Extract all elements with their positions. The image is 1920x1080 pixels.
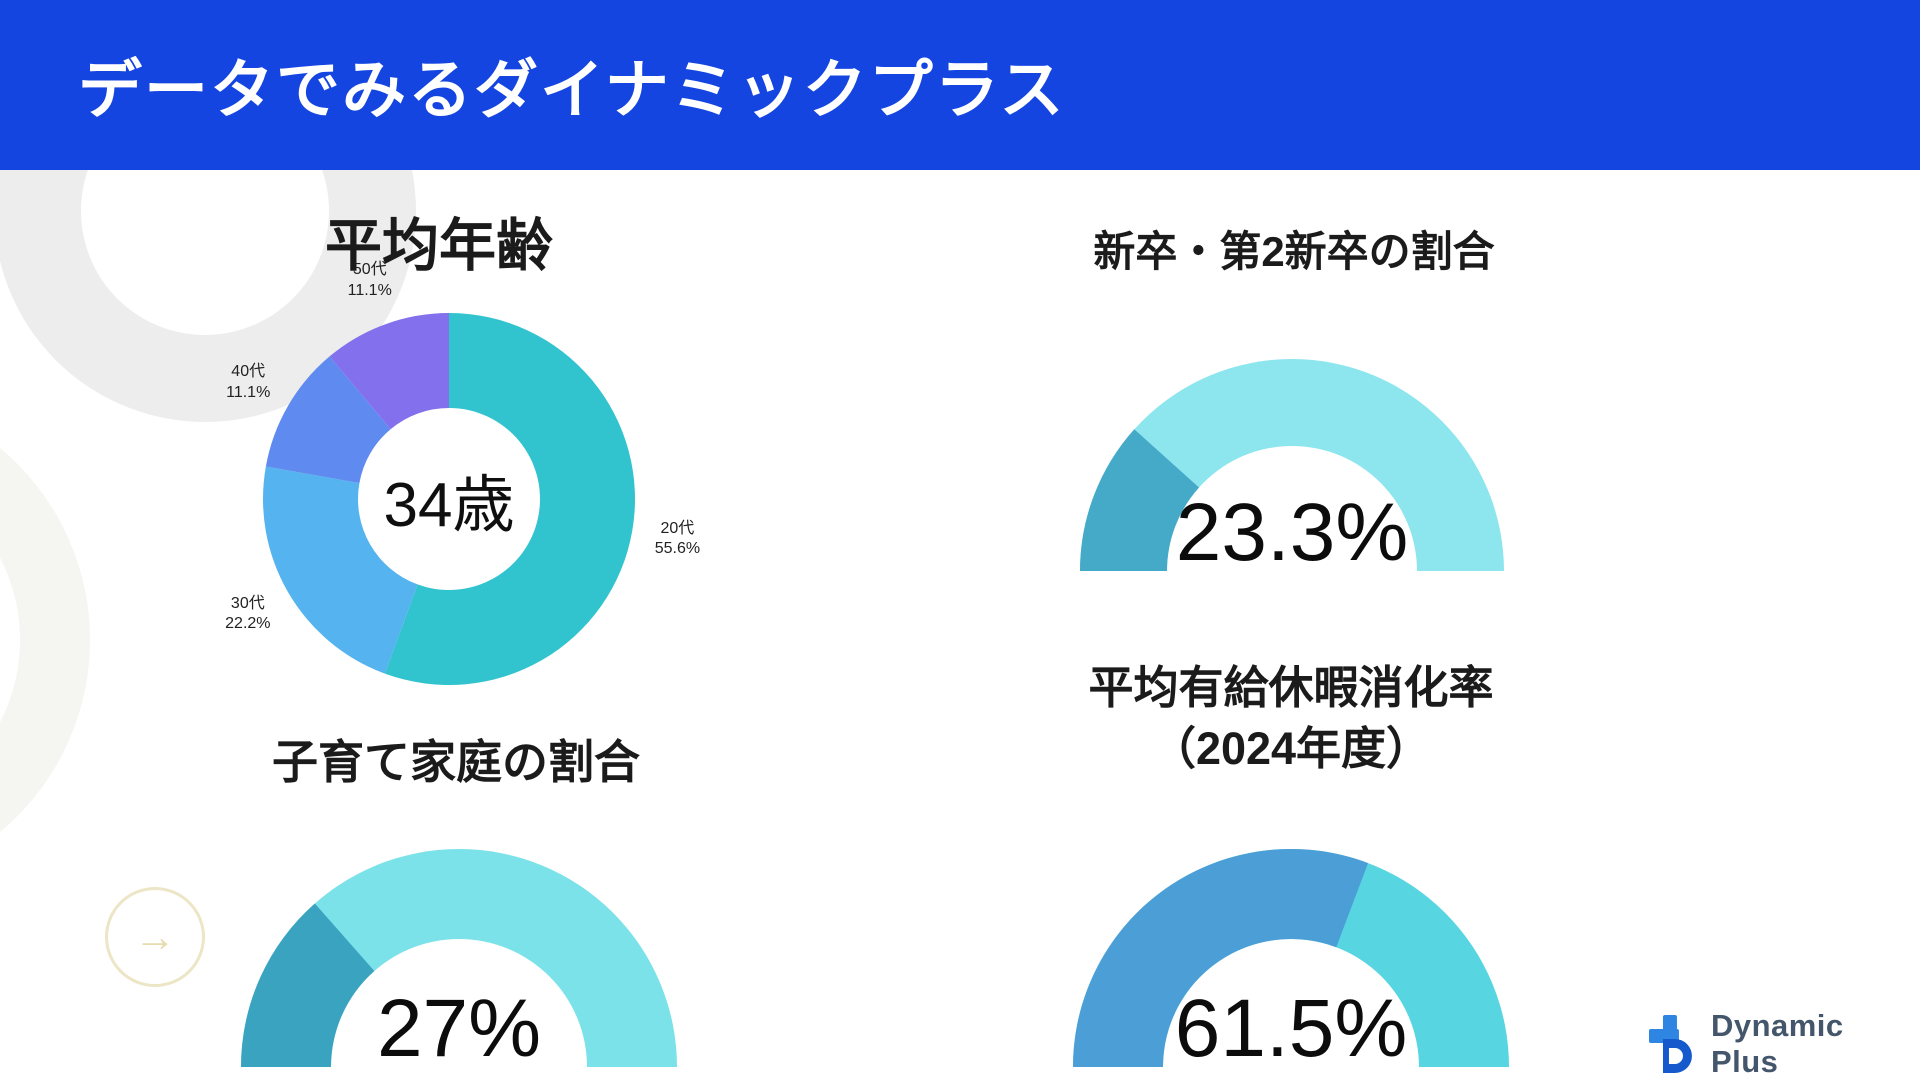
dynamic-plus-logo: Dynamic Plus xyxy=(1643,1008,1920,1080)
gauge-track xyxy=(241,849,677,1067)
chart-title-average-age: 平均年齢 xyxy=(325,214,553,278)
dynamic-plus-logo-icon xyxy=(1648,1015,1692,1073)
child-rearing-gauge-chart: 27% xyxy=(231,845,687,1070)
average-age-donut-chart: 34歳 20代 55.6% 30代 22.2% 40代 11.1% 50代 11.1% xyxy=(167,261,731,736)
page-title: データでみるダイナミックプラス xyxy=(78,54,1066,126)
new-grad-gauge-svg xyxy=(1080,359,1504,571)
paid-leave-gauge-value: 61.5% xyxy=(1174,983,1408,1074)
gauge-track xyxy=(1080,359,1504,571)
child-rearing-gauge-svg xyxy=(241,849,677,1067)
logo-text: Dynamic Plus xyxy=(1710,1008,1844,1079)
gauge-fill xyxy=(241,903,375,1067)
new-grad-gauge-value: 23.3% xyxy=(1175,487,1409,578)
chart-title-child-rearing: 子育て家庭の割合 xyxy=(272,736,640,788)
average-age-donut-svg xyxy=(263,313,635,685)
right-arrow-icon: → xyxy=(134,913,176,960)
donut-segment-2 xyxy=(265,356,391,484)
donut-segment-label: 40代 11.1% xyxy=(226,362,271,401)
background-ring-decoration-2 xyxy=(0,390,90,890)
paid-leave-gauge-chart: 61.5% xyxy=(1063,845,1519,1070)
chart-title-paid-leave: 平均有給休暇消化率 （2024年度） xyxy=(1088,662,1494,774)
paid-leave-gauge-svg xyxy=(1073,849,1509,1067)
donut-segment-label: 20代 55.6% xyxy=(654,519,701,558)
header-bar: データでみるダイナミックプラス xyxy=(0,0,1920,170)
child-rearing-gauge-value: 27% xyxy=(376,983,542,1074)
donut-center-label: 34歳 xyxy=(383,471,515,540)
new-grad-gauge-chart: 23.3% xyxy=(1072,356,1512,574)
donut-segment-label: 30代 22.2% xyxy=(225,594,271,633)
gauge-fill xyxy=(1073,849,1369,1067)
donut-segment-0 xyxy=(384,313,635,685)
next-arrow-button[interactable]: → xyxy=(105,887,205,987)
donut-segment-1 xyxy=(263,466,418,674)
gauge-fill xyxy=(1080,429,1200,571)
donut-segment-3 xyxy=(329,313,449,430)
donut-segment-label: 50代 11.1% xyxy=(347,261,392,299)
chart-title-new-grad: 新卒・第2新卒の割合 xyxy=(1093,228,1495,275)
